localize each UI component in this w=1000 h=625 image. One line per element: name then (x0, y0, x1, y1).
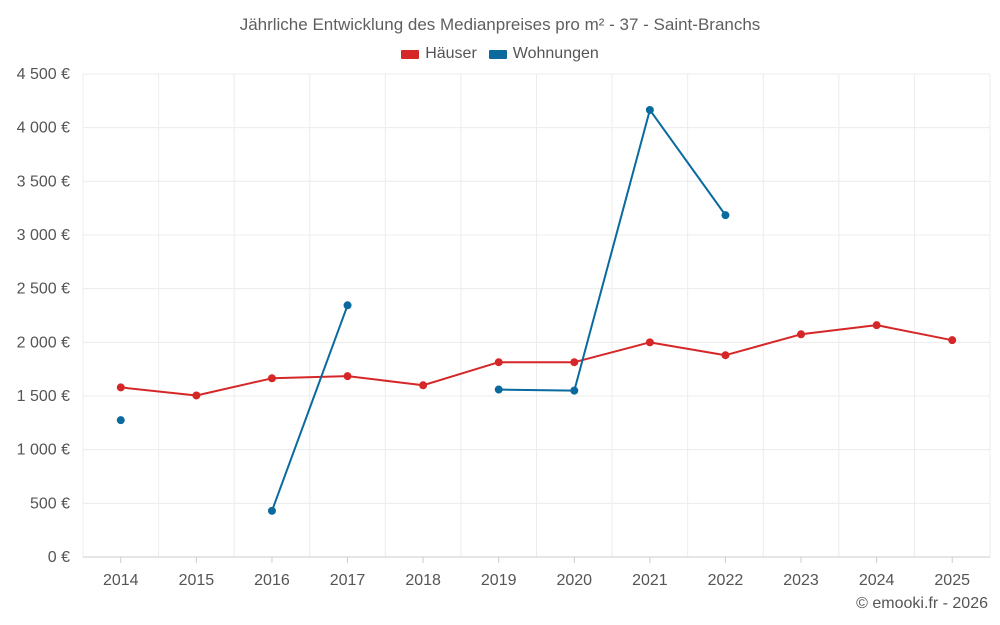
data-point-haeuser (721, 351, 730, 360)
x-tick-label: 2017 (330, 572, 366, 589)
x-tick-label: 2016 (254, 572, 290, 589)
y-tick-label: 4 500 € (17, 66, 70, 83)
legend-item-wohnungen[interactable]: Wohnungen (488, 45, 599, 63)
data-point-haeuser (872, 321, 881, 330)
data-point-haeuser (116, 383, 125, 392)
data-point-wohnungen (343, 301, 352, 310)
x-tick-label: 2021 (632, 572, 668, 589)
data-point-haeuser (570, 358, 579, 367)
data-point-haeuser (494, 358, 503, 367)
x-tick-label: 2015 (179, 572, 215, 589)
series-line-haeuser (120, 324, 953, 397)
data-point-haeuser (343, 372, 352, 381)
legend-swatch-wohnungen (488, 49, 507, 59)
data-point-wohnungen (570, 386, 579, 395)
x-tick-label: 2014 (103, 572, 139, 589)
legend: Häuser Wohnungen (0, 45, 1000, 63)
series-line-wohnungen (271, 304, 349, 512)
y-tick-label: 2 500 € (17, 281, 70, 298)
y-tick-label: 1 500 € (17, 388, 70, 405)
y-tick-label: 3 500 € (17, 173, 70, 190)
y-tick-label: 1 000 € (17, 442, 70, 459)
data-point-haeuser (419, 381, 428, 390)
data-point-haeuser (948, 336, 957, 345)
x-tick-label: 2019 (481, 572, 517, 589)
data-point-wohnungen (494, 385, 503, 394)
data-point-wohnungen (721, 211, 730, 220)
data-point-wohnungen (645, 105, 654, 114)
x-tick-label: 2025 (934, 572, 970, 589)
y-tick-label: 2 000 € (17, 334, 70, 351)
data-point-haeuser (192, 391, 201, 400)
legend-swatch-haeuser (401, 49, 420, 59)
data-point-wohnungen (116, 416, 125, 425)
data-point-wohnungen (267, 506, 276, 515)
y-tick-label: 4 000 € (17, 120, 70, 137)
copyright-text: © emooki.fr - 2026 (856, 595, 988, 612)
x-tick-label: 2020 (556, 572, 592, 589)
legend-label-wohnungen: Wohnungen (512, 45, 599, 62)
y-tick-label: 0 € (48, 549, 70, 566)
data-point-haeuser (797, 330, 806, 339)
x-tick-label: 2024 (859, 572, 895, 589)
legend-item-haeuser[interactable]: Häuser (401, 45, 477, 63)
data-point-haeuser (645, 338, 654, 347)
data-point-haeuser (267, 374, 276, 383)
x-tick-label: 2023 (783, 572, 819, 589)
x-tick-label: 2018 (405, 572, 441, 589)
legend-label-haeuser: Häuser (425, 45, 477, 62)
series-line-wohnungen (498, 108, 727, 392)
y-tick-label: 3 000 € (17, 227, 70, 244)
chart-title: Jährliche Entwicklung des Medianpreises … (239, 15, 761, 34)
x-tick-label: 2022 (708, 572, 744, 589)
y-tick-label: 500 € (30, 495, 70, 512)
